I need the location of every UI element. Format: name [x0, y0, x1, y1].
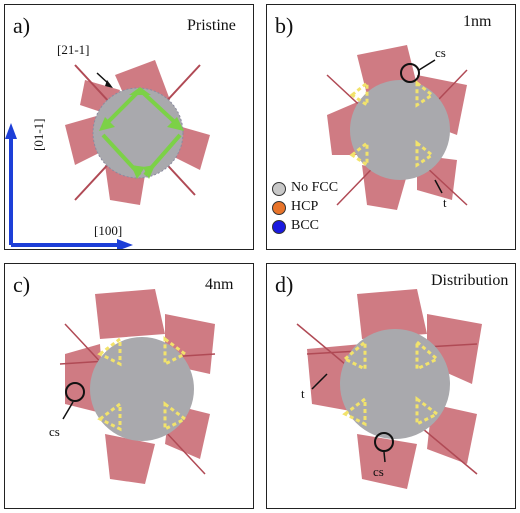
yellow-triangles	[97, 336, 188, 432]
direction-label: [01-1]	[31, 118, 46, 152]
panel-d: d) Distribution t cs	[266, 263, 516, 509]
legend: No FCC HCP BCC	[271, 180, 361, 237]
panel-title: 4nm	[205, 276, 234, 293]
panel-b: b) 1nm cs t	[266, 4, 516, 250]
precipitate-core	[340, 329, 450, 439]
legend-label: HCP	[291, 199, 319, 214]
panel-b-atomistic-image	[326, 45, 468, 210]
annotation-t: t	[301, 386, 305, 401]
panel-c: c) 4nm cs	[4, 263, 254, 509]
cross-slip-circle	[400, 63, 420, 83]
panel-title: Pristine	[187, 17, 236, 34]
panel-label: c)	[13, 272, 31, 297]
yellow-triangles	[342, 338, 440, 427]
yellow-triangles	[349, 79, 435, 168]
annotation-cs: cs	[435, 45, 446, 60]
legend-swatch	[272, 201, 286, 215]
direction-label: [100]	[94, 223, 123, 238]
panel-label: d)	[275, 272, 294, 297]
cross-slip-circle	[374, 432, 394, 452]
panel-title: Distribution	[431, 272, 509, 289]
direction-label: [21-1]	[57, 42, 90, 57]
legend-swatch	[272, 182, 286, 196]
panel-label: b)	[275, 13, 294, 38]
legend-item-hcp: HCP	[271, 199, 361, 218]
legend-label: No FCC	[291, 180, 339, 195]
legend-item-no-fcc: No FCC	[271, 180, 361, 199]
precipitate-core	[350, 80, 450, 180]
annotation-cs: cs	[373, 464, 384, 479]
panel-label: a)	[13, 13, 31, 38]
annotation-t: t	[443, 195, 447, 210]
annotation-cs: cs	[49, 424, 60, 439]
panel-a: a) Pristine [21-1] [01-1] [100]	[4, 4, 254, 250]
precipitate-core	[90, 337, 194, 441]
panel-c-atomistic-image	[59, 289, 216, 484]
crystal-axes	[5, 123, 133, 249]
legend-item-bcc: BCC	[271, 218, 361, 237]
panel-d-atomistic-image	[296, 289, 482, 489]
panel-title: 1nm	[463, 13, 492, 30]
legend-swatch	[272, 220, 286, 234]
cross-slip-circle	[65, 382, 85, 402]
panel-a-atomistic-image	[5, 60, 210, 249]
legend-label: BCC	[291, 218, 320, 233]
